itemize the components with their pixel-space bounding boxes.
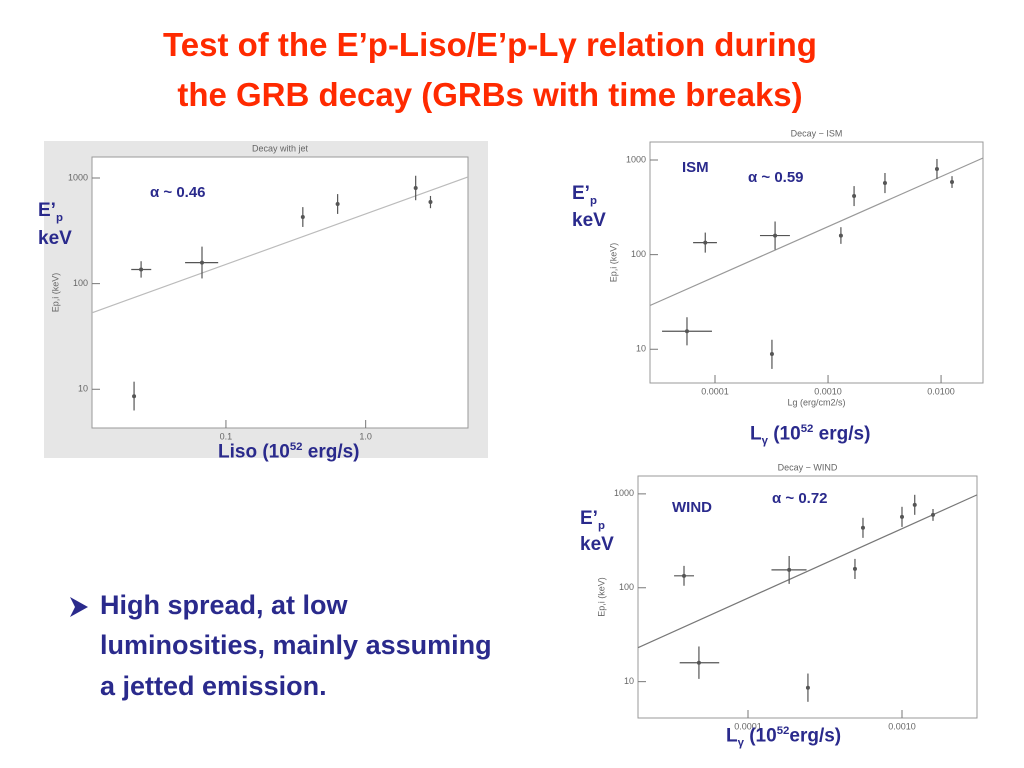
bullet-line: High spread, at low <box>100 590 348 620</box>
x-label: Liso (1052 erg/s) <box>218 441 360 463</box>
y-tick-label: 1000 <box>626 154 646 164</box>
x-tick-label: 1.0 <box>359 431 372 441</box>
y-tick-label: 10 <box>636 344 646 354</box>
data-point <box>139 267 144 272</box>
x-tick-label: 0.0010 <box>888 721 916 731</box>
x-tick-label: 0.0100 <box>927 386 955 396</box>
fit-line <box>637 494 978 649</box>
data-point <box>684 329 689 334</box>
y-unit: keV <box>572 210 606 231</box>
x-label: Lγ (1052erg/s) <box>726 725 842 750</box>
y-unit: keV <box>580 534 614 555</box>
data-point <box>769 352 774 357</box>
fit-line <box>649 157 984 307</box>
y-tick-label: 10 <box>624 676 634 686</box>
data-point <box>852 566 857 571</box>
x-tick-label: 0.0001 <box>734 721 762 731</box>
data-point <box>428 200 433 205</box>
data-point <box>882 181 887 186</box>
tag: ISM <box>682 159 709 176</box>
data-point <box>934 167 939 172</box>
data-point <box>335 202 340 207</box>
y-label: E’p <box>572 183 597 207</box>
y-tick-label: 1000 <box>68 172 88 182</box>
y-label: E’p <box>38 200 63 224</box>
data-point <box>931 512 936 517</box>
inner-y-label: Ep,i (keV) <box>608 243 618 283</box>
y-unit: keV <box>38 228 72 249</box>
title-line: the GRB decay (GRBs with time breaks) <box>177 76 803 113</box>
data-point <box>682 573 687 578</box>
data-point <box>912 502 917 507</box>
x-tick-label: 0.0010 <box>814 386 842 396</box>
y-tick-label: 100 <box>73 278 88 288</box>
bullet-line: luminosities, mainly assuming <box>100 630 492 660</box>
data-point <box>852 194 857 199</box>
inner-y-label: Ep,i (keV) <box>596 577 606 617</box>
data-point <box>132 394 137 399</box>
annotation: α ~ 0.72 <box>772 490 828 507</box>
x-label: Lγ (1052 erg/s) <box>750 423 871 448</box>
data-point <box>696 660 701 665</box>
y-label: E’p <box>580 508 605 532</box>
data-point <box>860 525 865 530</box>
plot-title: Decay − WIND <box>778 462 838 472</box>
data-point <box>773 233 778 238</box>
inner-y-label: Ep,i (keV) <box>50 273 60 313</box>
annotation: α ~ 0.46 <box>150 184 206 201</box>
title-line: Test of the E’p-Liso/E’p-Lγ relation dur… <box>163 26 817 63</box>
data-point <box>950 180 955 185</box>
data-point <box>899 514 904 519</box>
x-tick-label: 0.1 <box>220 431 233 441</box>
data-point <box>413 185 418 190</box>
y-tick-label: 1000 <box>614 488 634 498</box>
data-point <box>805 685 810 690</box>
bullet-arrow <box>70 597 88 617</box>
data-point <box>703 240 708 245</box>
y-tick-label: 100 <box>619 582 634 592</box>
tag: WIND <box>672 499 712 516</box>
annotation: α ~ 0.59 <box>748 169 804 186</box>
bullet-line: a jetted emission. <box>100 671 327 701</box>
data-point <box>787 567 792 572</box>
y-tick-label: 100 <box>631 249 646 259</box>
plot-area <box>91 156 469 429</box>
data-point <box>300 215 305 220</box>
y-tick-label: 10 <box>78 384 88 394</box>
plot-title: Decay with jet <box>252 143 309 153</box>
data-point <box>200 260 205 265</box>
x-tick-label: 0.0001 <box>701 386 729 396</box>
data-point <box>838 233 843 238</box>
plot-title: Decay − ISM <box>791 128 843 138</box>
fit-line <box>91 176 469 314</box>
inner-x-label: Lg (erg/cm2/s) <box>787 397 845 407</box>
plot-area <box>649 141 984 384</box>
